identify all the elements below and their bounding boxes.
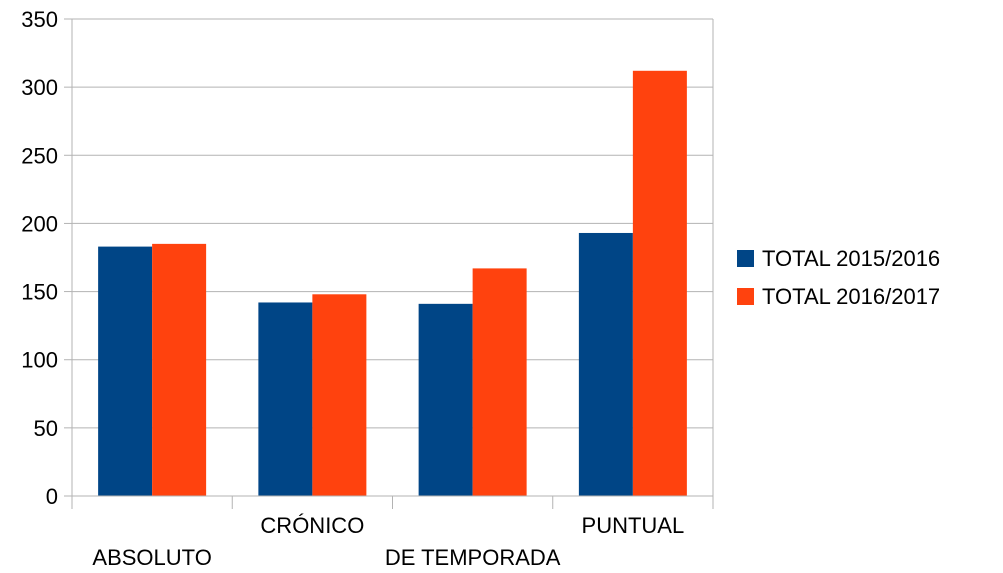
legend-swatch <box>737 250 754 267</box>
x-category-label: CRÓNICO <box>260 513 364 538</box>
y-tick-label: 350 <box>21 7 58 32</box>
bar-1-1 <box>98 246 153 496</box>
x-category-label: PUNTUAL <box>582 513 685 538</box>
bar-1-2 <box>258 302 313 496</box>
x-category-label: DE TEMPORADA <box>385 545 561 570</box>
legend: TOTAL 2015/2016 TOTAL 2016/2017 <box>737 246 940 309</box>
bars <box>98 70 687 496</box>
y-tick-label: 0 <box>46 484 58 509</box>
y-tick-label: 300 <box>21 75 58 100</box>
bar-1-3 <box>418 303 473 496</box>
legend-label: TOTAL 2016/2017 <box>762 284 940 309</box>
axes <box>71 19 714 509</box>
bar-2-2 <box>312 294 367 496</box>
y-tick-label: 50 <box>34 416 58 441</box>
x-axis-labels: ABSOLUTO CRÓNICO DE TEMPORADA PUNTUAL <box>92 513 684 570</box>
bar-2-3 <box>472 268 527 496</box>
y-axis-ticks: 0 50 100 150 200 250 300 350 <box>21 7 72 509</box>
bar-2-1 <box>152 243 207 496</box>
x-category-label: ABSOLUTO <box>92 545 211 570</box>
y-tick-label: 200 <box>21 211 58 236</box>
bar-1-4 <box>578 232 633 496</box>
y-tick-label: 100 <box>21 348 58 373</box>
legend-swatch <box>737 288 754 305</box>
bar-2-4 <box>632 70 687 496</box>
y-tick-label: 250 <box>21 143 58 168</box>
legend-label: TOTAL 2015/2016 <box>762 246 940 271</box>
y-tick-label: 150 <box>21 280 58 305</box>
